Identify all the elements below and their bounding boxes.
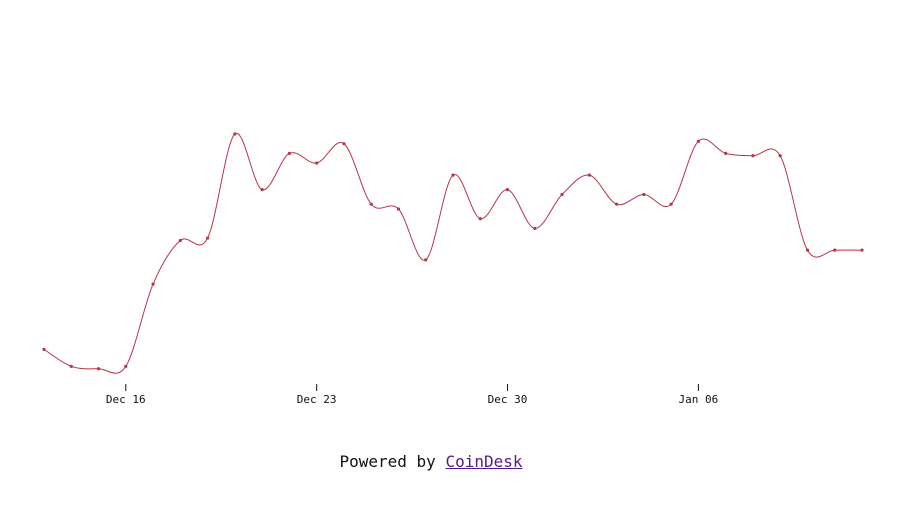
data-point [206, 236, 210, 240]
data-point [560, 192, 564, 197]
data-point [615, 202, 619, 206]
data-point [751, 154, 755, 158]
coindesk-link[interactable]: CoinDesk [445, 452, 523, 471]
data-point [260, 188, 264, 192]
data-point [642, 192, 646, 197]
data-point [96, 367, 101, 371]
data-point [151, 282, 155, 286]
data-point [696, 139, 701, 143]
x-tick-label: Dec 23 [297, 393, 337, 406]
data-point [233, 132, 237, 136]
series-line [43, 133, 862, 374]
x-tick-label: Dec 30 [488, 393, 528, 406]
data-point [42, 347, 46, 351]
data-point [778, 154, 782, 158]
series-points [42, 132, 864, 371]
data-point [833, 248, 837, 252]
data-point [178, 238, 182, 243]
footer: Powered by CoinDesk [0, 452, 862, 471]
data-point [724, 151, 728, 155]
data-point [424, 258, 428, 262]
data-point [124, 364, 128, 368]
data-point [805, 248, 810, 252]
data-point [69, 364, 73, 368]
data-point [587, 173, 591, 177]
data-point [315, 161, 319, 165]
x-tick-label: Jan 06 [679, 393, 719, 406]
data-point [342, 142, 346, 146]
x-tick-label: Dec 16 [106, 393, 146, 406]
footer-prefix: Powered by [339, 452, 446, 471]
data-point [505, 188, 510, 192]
data-point [451, 173, 455, 177]
data-point [860, 248, 864, 252]
x-axis: Dec 16 Dec 23 Dec 30 Jan 06 [106, 384, 718, 406]
data-point [478, 217, 482, 221]
data-point [287, 151, 291, 155]
data-point [669, 202, 673, 206]
data-point [369, 202, 373, 206]
data-point [533, 226, 537, 230]
data-point [396, 207, 401, 211]
